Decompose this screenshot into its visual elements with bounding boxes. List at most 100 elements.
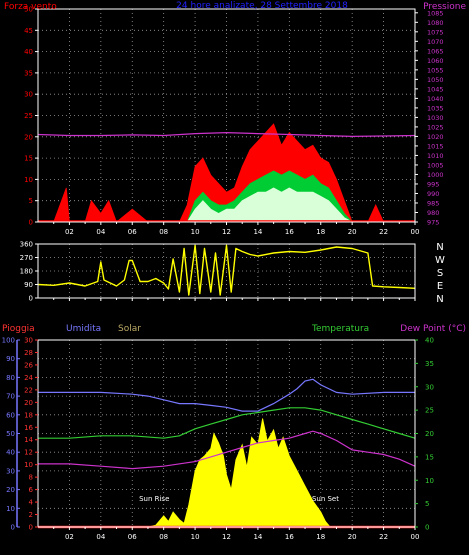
wind-panel-xtick-label: 08 [159, 228, 168, 236]
pressure-ytick-label: 1050 [427, 76, 444, 84]
pressure-ytick-label: 1035 [427, 104, 444, 112]
wind-ytick-label: 30 [24, 91, 33, 99]
wind-avg-area [186, 187, 353, 223]
wind-panel-xtick-label: 22 [379, 228, 388, 236]
rain-ytick-label: 28 [24, 349, 33, 357]
weather-panel-xtick-label: 10 [191, 533, 200, 541]
rain-label: Pioggia [2, 324, 35, 334]
solar-area [38, 418, 415, 528]
direction-ytick-label: 180 [20, 268, 33, 276]
weather-panel-xtick-label: 20 [348, 533, 357, 541]
temperature-ytick-label: 40 [425, 337, 434, 345]
humidity-ytick-label: 100 [2, 337, 15, 345]
pressure-ytick-label: 1055 [427, 66, 444, 74]
weather-panel-xtick-label: 06 [128, 533, 137, 541]
chart-title: 24 hore analizate, 28 Settembre 2018 [176, 1, 348, 11]
humidity-ytick-label: 30 [6, 467, 15, 475]
sun-annotation: Sun Rise [139, 495, 169, 503]
temperature-ytick-label: 25 [425, 407, 434, 415]
dewpoint-label: Dew Point (°C) [400, 324, 466, 334]
wind-ytick-label: 35 [24, 69, 33, 77]
rain-ytick-label: 8 [29, 474, 33, 482]
humidity-ytick-label: 10 [6, 505, 15, 513]
pressure-ytick-label: 1070 [427, 38, 444, 46]
wind-panel-xtick-label: 06 [128, 228, 137, 236]
wind-ytick-label: 0 [29, 219, 33, 227]
wind-ytick-label: 45 [24, 27, 33, 35]
direction-ytick-label: 0 [29, 295, 33, 303]
wind-panel-xtick-label: 14 [253, 228, 262, 236]
pressure-axis-label: Pressione [423, 2, 466, 12]
pressure-ytick-label: 990 [427, 190, 439, 198]
weather-panel-xtick-label: 12 [222, 533, 231, 541]
wind-panel-xtick-label: 16 [285, 228, 294, 236]
temperature-ytick-label: 30 [425, 383, 434, 391]
weather-panel-xtick-label: 18 [316, 533, 325, 541]
solar-label: Solar [118, 324, 141, 334]
pressure-ytick-label: 1060 [427, 57, 444, 65]
pressure-ytick-label: 975 [427, 219, 439, 227]
pressure-ytick-label: 1040 [427, 95, 444, 103]
wind-panel-xtick-label: 00 [411, 228, 420, 236]
compass-label: E [437, 281, 443, 292]
pressure-ytick-label: 1080 [427, 19, 444, 27]
humidity-ytick-label: 80 [6, 374, 15, 382]
wind-ytick-label: 50 [24, 6, 33, 14]
weather-panel-xtick-label: 16 [285, 533, 294, 541]
wind-panel-xtick-label: 18 [316, 228, 325, 236]
temperature-ytick-label: 15 [425, 453, 434, 461]
rain-ytick-label: 10 [24, 461, 33, 469]
rain-ytick-label: 6 [29, 486, 34, 494]
humidity-ytick-label: 40 [6, 449, 15, 457]
wind-ytick-label: 10 [24, 176, 33, 184]
wind-direction-line [37, 244, 416, 296]
wind-panel-xtick-label: 10 [191, 228, 200, 236]
weather-panel-xtick-label: 14 [253, 533, 262, 541]
weather-panel-xtick-label: 04 [96, 533, 105, 541]
pressure-line [37, 131, 416, 138]
wind-ytick-label: 15 [24, 155, 33, 163]
weather-panel-xtick-label: 22 [379, 533, 388, 541]
sun-annotation: Sun Set [312, 495, 339, 503]
weather-panel-xtick-label: 02 [65, 533, 74, 541]
humidity-ytick-label: 20 [6, 486, 15, 494]
wind-panel-xtick-label: 20 [348, 228, 357, 236]
rain-ytick-label: 4 [29, 499, 34, 507]
rain-ytick-label: 12 [24, 449, 33, 457]
dewpoint-line [38, 430, 416, 470]
humidity-ytick-label: 0 [11, 524, 15, 532]
direction-ytick-label: 270 [20, 254, 33, 262]
pressure-ytick-label: 1025 [427, 123, 444, 131]
pressure-ytick-label: 1075 [427, 28, 444, 36]
wind-ytick-label: 5 [29, 197, 33, 205]
humidity-line [38, 378, 415, 412]
temperature-ytick-label: 35 [425, 360, 434, 368]
wind-panel-xtick-label: 02 [65, 228, 74, 236]
temperature-ytick-label: 10 [425, 477, 434, 485]
temperature-ytick-label: 20 [425, 430, 434, 438]
wind-ytick-label: 25 [24, 112, 33, 120]
pressure-ytick-label: 1005 [427, 161, 444, 169]
rain-ytick-label: 18 [24, 411, 33, 419]
direction-ytick-label: 90 [24, 281, 33, 289]
wind-ytick-label: 40 [24, 48, 33, 56]
humidity-ytick-label: 70 [6, 393, 15, 401]
temperature-label: Temperatura [311, 324, 369, 334]
rain-ytick-label: 24 [24, 374, 33, 382]
humidity-label: Umidita [66, 324, 101, 334]
wind-panel-xtick-label: 04 [96, 228, 105, 236]
pressure-ytick-label: 1030 [427, 114, 444, 122]
rain-ytick-label: 26 [24, 361, 33, 369]
pressure-ytick-label: 1015 [427, 142, 444, 150]
rain-ytick-label: 20 [24, 399, 33, 407]
pressure-ytick-label: 985 [427, 199, 439, 207]
rain-ytick-label: 0 [29, 524, 33, 532]
wind-panel-xtick-label: 12 [222, 228, 231, 236]
rain-ytick-label: 22 [24, 386, 33, 394]
pressure-ytick-label: 995 [427, 180, 439, 188]
rain-ytick-label: 2 [29, 511, 33, 519]
rain-ytick-label: 14 [24, 436, 33, 444]
compass-label: N [436, 294, 443, 305]
compass-label: W [435, 255, 445, 266]
